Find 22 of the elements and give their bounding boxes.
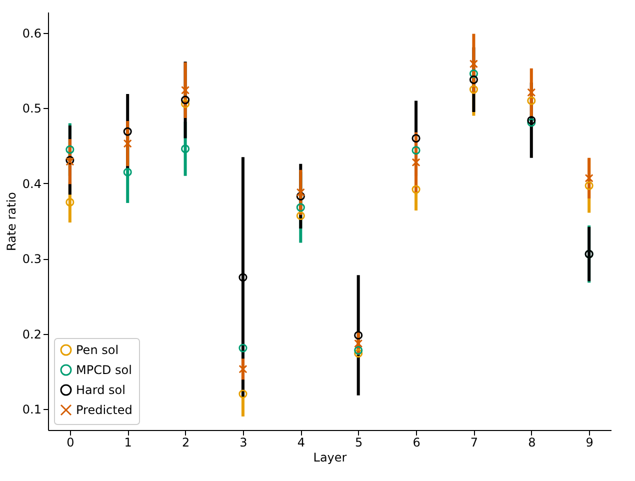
y-tick-label: 0.1 bbox=[22, 402, 42, 416]
y-tick-label: 0.2 bbox=[22, 327, 42, 342]
x-tick-label: 7 bbox=[470, 436, 478, 450]
x-tick-label: 8 bbox=[528, 436, 536, 450]
x-axis-title: Layer bbox=[313, 450, 347, 464]
legend-label: MPCD sol bbox=[76, 363, 132, 377]
legend-label: Hard sol bbox=[76, 383, 126, 397]
x-tick-label: 0 bbox=[66, 436, 74, 450]
y-tick-label: 0.4 bbox=[22, 176, 42, 191]
y-tick-label: 0.5 bbox=[22, 102, 42, 116]
legend-label: Predicted bbox=[76, 403, 132, 417]
x-tick-label: 5 bbox=[355, 436, 363, 450]
x-tick-label: 1 bbox=[124, 436, 132, 450]
x-tick-label: 3 bbox=[240, 436, 248, 450]
y-tick-label: 0.3 bbox=[22, 252, 42, 266]
y-tick-label: 0.6 bbox=[22, 26, 42, 41]
y-axis-title: Rate ratio bbox=[4, 192, 18, 251]
x-tick-label: 2 bbox=[182, 436, 190, 450]
legend-label: Pen sol bbox=[76, 343, 119, 357]
x-tick-label: 6 bbox=[412, 436, 420, 450]
x-tick-label: 4 bbox=[297, 436, 305, 450]
x-tick-label: 9 bbox=[586, 436, 594, 450]
